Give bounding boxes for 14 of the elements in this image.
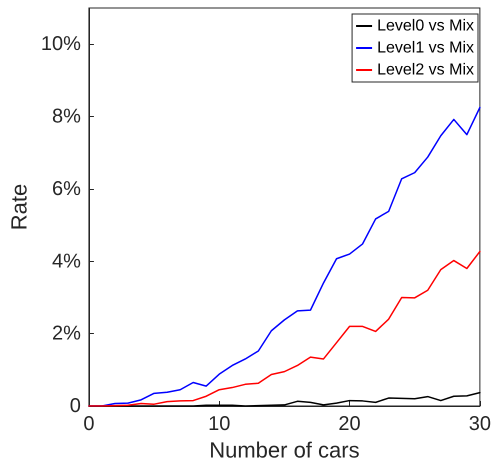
x-tick-label: 10 [208, 413, 230, 435]
legend-label: Level1 vs Mix [377, 40, 474, 56]
y-tick-label: 6% [52, 178, 82, 200]
y-tick-label: 8% [52, 106, 82, 128]
y-tick-label: 0 [70, 395, 81, 417]
legend-label: Level2 vs Mix [377, 62, 474, 78]
y-tick-label: 4% [52, 250, 82, 272]
legend-label: Level0 vs Mix [377, 18, 474, 34]
y-axis-title: Rate [6, 184, 32, 230]
x-tick-label: 20 [338, 413, 361, 435]
y-tick-label: 2% [52, 322, 82, 345]
y-tick-label: 10% [40, 33, 82, 56]
x-axis-title: Number of cars [209, 437, 360, 462]
x-tick-label: 30 [468, 413, 491, 435]
